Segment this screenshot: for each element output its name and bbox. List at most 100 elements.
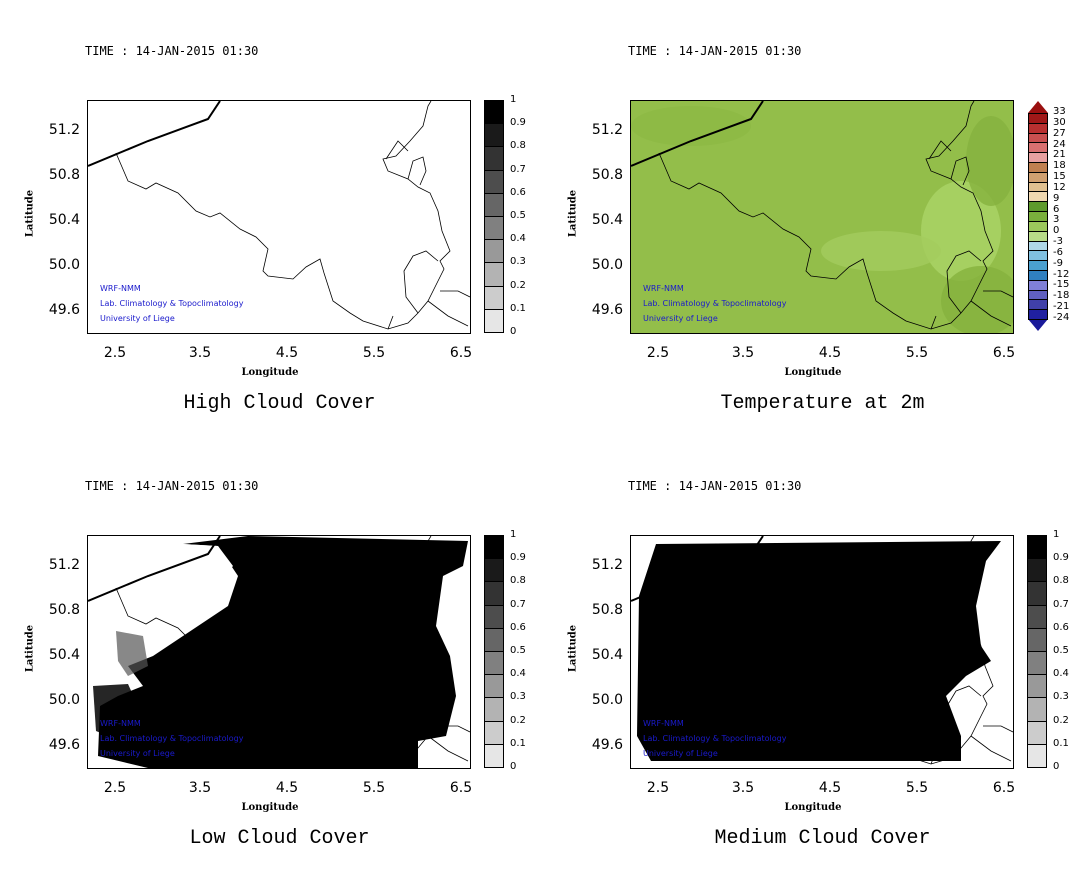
y-axis-label: Latitude xyxy=(24,189,36,238)
colorbar-swatch xyxy=(1027,627,1047,652)
credit-line: University of Liege xyxy=(100,314,175,323)
colorbar-swatch xyxy=(484,216,504,241)
colorbar-swatch xyxy=(1028,309,1048,320)
colorbar-label: 1 xyxy=(1053,529,1060,540)
x-tick-label: 6.5 xyxy=(992,345,1016,361)
colorbar-label: 0.5 xyxy=(510,210,526,221)
credit-line: WRF-NMM xyxy=(643,719,684,728)
x-tick-label: 2.5 xyxy=(103,345,127,361)
enclave-border xyxy=(385,140,427,186)
colorbar-swatch xyxy=(484,192,504,217)
colorbar-swatch xyxy=(1027,720,1047,745)
colorbar-swatch xyxy=(1027,743,1047,768)
colorbar-swatch xyxy=(484,697,504,722)
y-tick-label: 49.6 xyxy=(48,302,80,318)
colorbar-swatch xyxy=(484,308,504,333)
colorbar-swatch xyxy=(484,627,504,652)
colorbar-label: 6 xyxy=(1053,203,1060,215)
x-tick-label: 4.5 xyxy=(818,345,842,361)
colorbar-swatch xyxy=(1027,581,1047,606)
colorbar-label: 0.7 xyxy=(510,598,526,610)
colorbar-swatch xyxy=(1027,697,1047,722)
panel-title: Low Cloud Cover xyxy=(189,827,370,850)
time-label: TIME : 14-JAN-2015 01:30 xyxy=(628,44,802,58)
coastline xyxy=(631,536,764,602)
colorbar-label: 0.5 xyxy=(510,645,526,656)
x-tick-label: 2.5 xyxy=(103,780,127,796)
colorbar-label: 1 xyxy=(510,529,517,540)
colorbar-label: -9 xyxy=(1053,257,1063,269)
x-tick-label: 2.5 xyxy=(646,345,670,361)
x-tick-label: 4.5 xyxy=(275,780,299,796)
colorbar-swatch xyxy=(484,651,504,676)
credit-line: Lab. Climatology & Topoclimatology xyxy=(100,734,244,743)
x-tick-label: 6.5 xyxy=(449,780,473,796)
model-credits: WRF-NMM Lab. Climatology & Topoclimatolog… xyxy=(100,716,243,761)
enclave-border xyxy=(385,575,427,621)
colorbar-label: 9 xyxy=(1053,192,1060,204)
colorbar-label: 30 xyxy=(1053,116,1066,128)
credit-line: Lab. Climatology & Topoclimatology xyxy=(643,734,787,743)
credit-line: Lab. Climatology & Topoclimatology xyxy=(100,299,244,308)
model-credits: WRF-NMM Lab. Climatology & Topoclimatolog… xyxy=(643,716,786,761)
colorbar-label: 0.8 xyxy=(510,140,526,152)
colorbar-swatch xyxy=(484,535,504,560)
coastline xyxy=(88,101,221,167)
colorbar-swatch xyxy=(484,674,504,699)
colorbar-max-arrow xyxy=(1028,101,1048,113)
x-tick-label: 3.5 xyxy=(188,780,212,796)
colorbar-label: 0.4 xyxy=(1053,668,1069,680)
enclave-border xyxy=(928,575,970,621)
map-canvas xyxy=(631,101,1013,333)
map-panel-low-cloud: TIME : 14-JAN-2015 01:30 WRF-NMM Lab. Cli… xyxy=(0,435,540,865)
map-plot-area: WRF-NMM Lab. Climatology & Topoclimatolog… xyxy=(87,535,471,769)
colorbar xyxy=(1028,113,1048,320)
france-border xyxy=(387,290,470,330)
colorbar-label: 0.6 xyxy=(510,186,526,198)
colorbar-label: 0.4 xyxy=(510,668,526,680)
colorbar-swatch xyxy=(484,581,504,606)
map-panel-high-cloud: TIME : 14-JAN-2015 01:30 WRF-NMM Lab. Cli… xyxy=(0,0,540,430)
y-tick-label: 50.0 xyxy=(48,257,80,273)
map-panel-medium-cloud: TIME : 14-JAN-2015 01:30 WRF-NMM Lab. Cli… xyxy=(543,435,1083,865)
map-panel-temperature: TIME : 14-JAN-2015 01:30 WRF-NMM Lab. Cli… xyxy=(543,0,1083,430)
colorbar-swatch xyxy=(484,720,504,745)
colorbar-label: -12 xyxy=(1053,268,1070,280)
luxembourg-border xyxy=(946,250,982,314)
colorbar xyxy=(484,535,504,768)
map-plot-area: WRF-NMM Lab. Climatology & Topoclimatolog… xyxy=(630,535,1014,769)
x-tick-label: 5.5 xyxy=(905,345,929,361)
colorbar-label: 0.2 xyxy=(510,714,526,726)
colorbar-label: 0.7 xyxy=(1053,598,1069,610)
coastline xyxy=(88,536,221,602)
colorbar-swatch xyxy=(484,146,504,171)
country-border xyxy=(115,536,451,765)
x-tick-label: 3.5 xyxy=(188,345,212,361)
colorbar-label: 0.1 xyxy=(510,302,526,314)
colorbar-label: 0.3 xyxy=(1053,691,1069,703)
colorbar-label: 33 xyxy=(1053,106,1066,117)
x-tick-label: 6.5 xyxy=(449,345,473,361)
france-border xyxy=(387,725,470,765)
colorbar-label: -21 xyxy=(1053,301,1070,313)
luxembourg-border xyxy=(403,685,439,749)
credit-line: University of Liege xyxy=(643,749,718,758)
y-tick-label: 51.2 xyxy=(48,122,80,138)
colorbar-swatch xyxy=(1027,535,1047,560)
colorbar-swatch xyxy=(484,558,504,583)
colorbar-label: 0.9 xyxy=(1053,552,1069,564)
colorbar xyxy=(484,100,504,333)
map-canvas xyxy=(88,101,470,330)
colorbar-swatch xyxy=(1027,674,1047,699)
y-tick-label: 51.2 xyxy=(48,557,80,573)
colorbar-label: 27 xyxy=(1053,127,1066,139)
colorbar-swatch xyxy=(484,239,504,264)
x-tick-label: 5.5 xyxy=(905,780,929,796)
credit-line: Lab. Climatology & Topoclimatology xyxy=(643,299,787,308)
colorbar-label: 1 xyxy=(510,94,517,105)
x-axis-label: Longitude xyxy=(241,367,299,378)
y-tick-label: 50.0 xyxy=(591,692,623,708)
luxembourg-border xyxy=(403,250,439,314)
x-axis-label: Longitude xyxy=(784,802,842,813)
country-border xyxy=(658,536,994,765)
